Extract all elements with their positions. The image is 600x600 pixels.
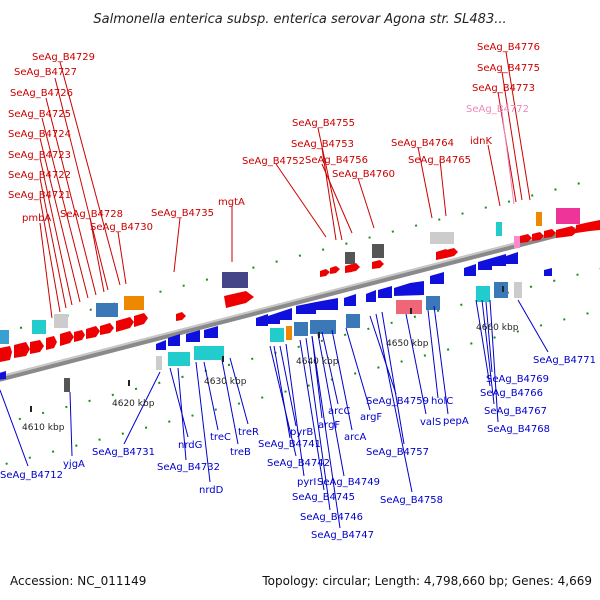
gene-label: SeAg_B4775	[477, 63, 540, 74]
guide-dashes	[0, 157, 600, 471]
gene-label: SeAg_B4726	[10, 88, 73, 99]
gene-label: SeAg_B4772	[466, 104, 529, 115]
gene-label: SeAg_B4735	[151, 208, 214, 219]
gene-label: SeAg_B4766	[480, 388, 543, 399]
gene-label: treC	[210, 432, 231, 443]
gene-label: holC	[431, 396, 453, 407]
gene-label: SeAg_B4723	[8, 150, 71, 161]
gene-label: SeAg_B4730	[90, 222, 153, 233]
gene-label: SeAg_B4755	[292, 118, 355, 129]
gene-label: SeAg_B4768	[487, 424, 550, 435]
gene-label: SeAg_B4759	[366, 396, 429, 407]
gene-label: SeAg_B4765	[408, 155, 471, 166]
reverse-features	[0, 252, 552, 392]
map-title: Salmonella enterica subsp. enterica sero…	[93, 12, 506, 27]
gene-label: nrdG	[178, 440, 202, 451]
gene-label: SeAg_B4728	[60, 209, 123, 220]
gene-label: SeAg_B4712	[0, 470, 63, 481]
scale-marks	[30, 286, 504, 412]
gene-label: SeAg_B4771	[533, 355, 596, 366]
tick-label-4650: 4650 kbp	[386, 339, 429, 349]
gene-label: SeAg_B4725	[8, 109, 71, 120]
gene-label: valS	[420, 417, 441, 428]
gene-label: mgtA	[218, 197, 245, 208]
gene-label: SeAg_B4753	[291, 139, 354, 150]
gene-label: SeAg_B4721	[8, 190, 71, 201]
gene-label: SeAg_B4732	[157, 462, 220, 473]
gene-label: yjgA	[63, 459, 85, 470]
gene-label: pyrI	[297, 477, 316, 488]
gene-label: arcA	[344, 432, 367, 443]
tick-label-4640: 4640 kbp	[296, 357, 339, 367]
gene-label: SeAg_B4746	[300, 512, 363, 523]
tick-label-4660: 4660 kbp	[476, 323, 519, 333]
forward-features	[0, 208, 600, 362]
genome-summary-text: Topology: circular; Length: 4,798,660 bp…	[261, 574, 592, 588]
forward-leaders	[39, 51, 531, 319]
gene-label: SeAg_B4757	[366, 447, 429, 458]
gene-label: SeAg_B4749	[317, 477, 380, 488]
gene-label: SeAg_B4767	[484, 406, 547, 417]
gene-label: pepA	[443, 416, 469, 427]
accession-text: Accession: NC_011149	[10, 574, 146, 588]
gene-label: SeAg_B4722	[8, 170, 71, 181]
gene-label: SeAg_B4745	[292, 492, 355, 503]
gene-label: pmbA	[22, 213, 51, 224]
gene-label: SeAg_B4724	[8, 129, 71, 140]
gene-label: SeAg_B4741	[258, 439, 321, 450]
reverse-leaders	[0, 299, 549, 529]
gene-label: argF	[360, 412, 382, 423]
genome-backbone	[0, 207, 600, 395]
faded-leader	[501, 111, 515, 205]
gene-label: nrdD	[199, 485, 224, 496]
tick-label-4630: 4630 kbp	[204, 377, 247, 387]
tick-label-4610: 4610 kbp	[22, 423, 65, 433]
gene-label: idnK	[470, 136, 492, 147]
gene-label: treR	[238, 427, 259, 438]
gene-label: SeAg_B4760	[332, 169, 395, 180]
gene-label: SeAg_B4742	[267, 458, 330, 469]
gene-label: SeAg_B4764	[391, 138, 454, 149]
gene-label: SeAg_B4769	[486, 374, 549, 385]
gene-label: SeAg_B4752	[242, 156, 305, 167]
gene-label: argF	[318, 420, 340, 431]
tick-label-4620: 4620 kbp	[112, 399, 155, 409]
gene-label: SeAg_B4758	[380, 495, 443, 506]
gene-label: SeAg_B4731	[92, 447, 155, 458]
gene-label: SeAg_B4727	[14, 67, 77, 78]
gene-label: SeAg_B4756	[305, 155, 368, 166]
gene-label: SeAg_B4747	[311, 530, 374, 541]
gene-label: arcC	[328, 406, 351, 417]
gene-label: SeAg_B4776	[477, 42, 540, 53]
gene-label: SeAg_B4729	[32, 52, 95, 63]
gene-label: SeAg_B4773	[472, 83, 535, 94]
gene-label: treB	[230, 447, 251, 458]
gene-label: pyrB	[290, 427, 313, 438]
